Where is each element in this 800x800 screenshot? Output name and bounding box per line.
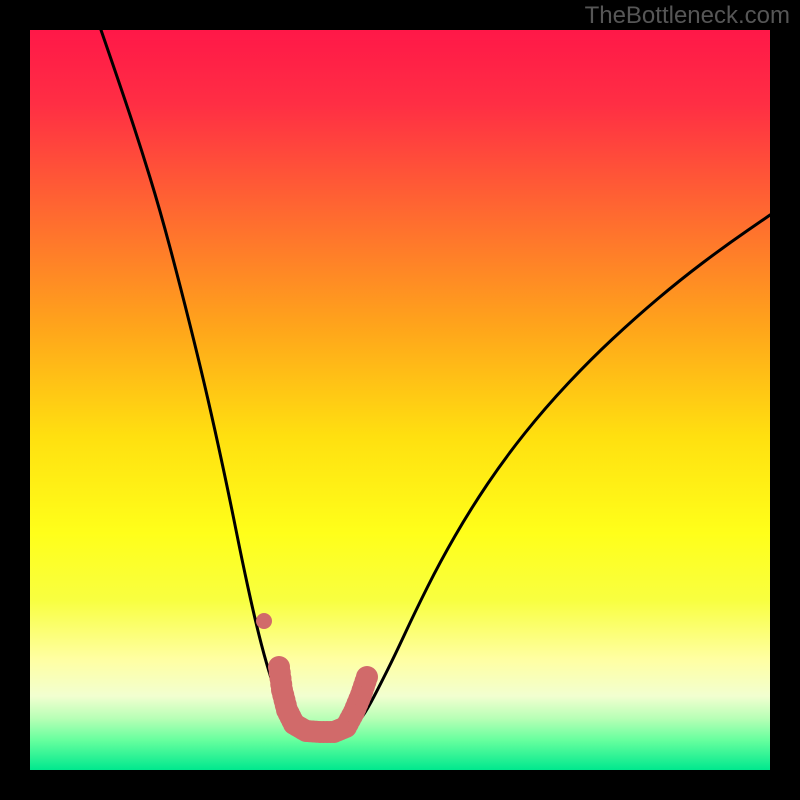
watermark-text: TheBottleneck.com [585, 2, 790, 30]
gradient-background [30, 30, 770, 770]
plot-area [30, 30, 770, 770]
figure-root: TheBottleneck.com [0, 0, 800, 800]
bottleneck-curve-chart [30, 30, 770, 770]
marker-isolated [256, 613, 272, 629]
